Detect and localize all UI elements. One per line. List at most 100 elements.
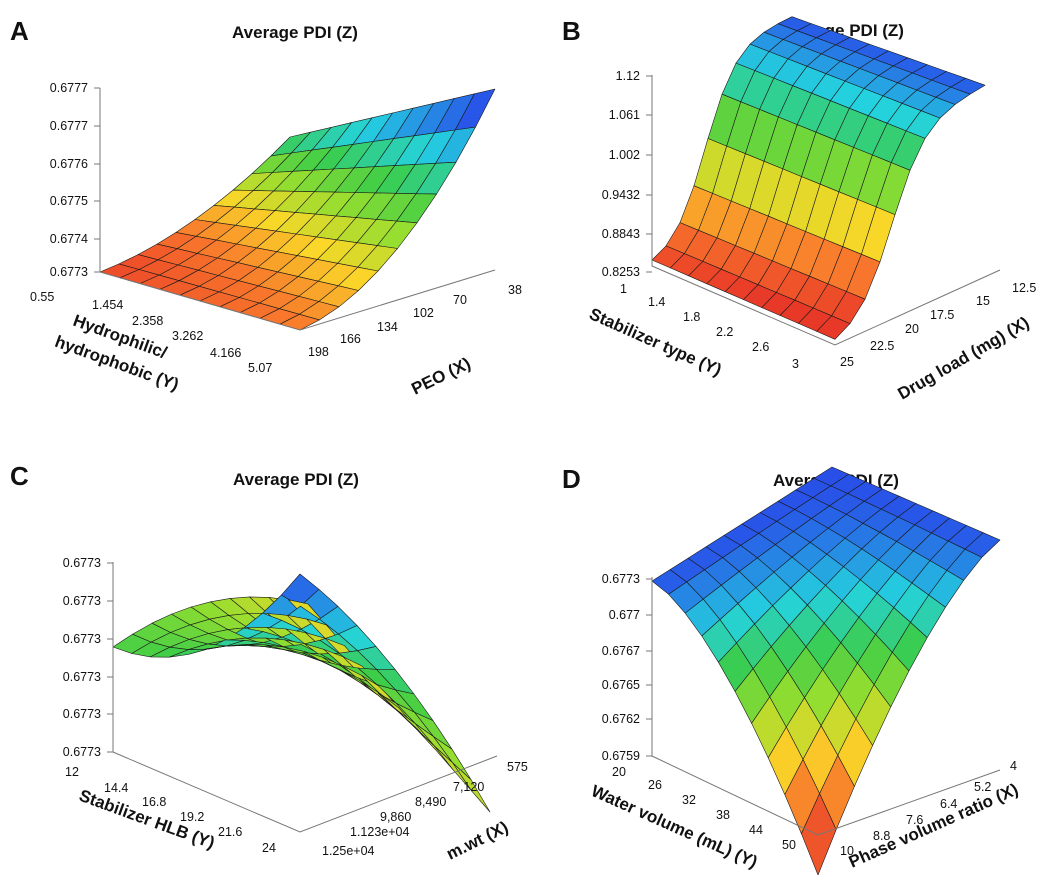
x-tick-label: 20 [905,322,919,336]
x-tick-labels: 198 166 134 102 70 38 [308,283,522,359]
x-tick-label: 7,120 [453,780,484,794]
z-tick-label: 0.6759 [602,749,640,763]
y-tick-labels: 0.55 1.454 2.358 3.262 4.166 5.07 [30,290,272,375]
x-tick-label: 166 [340,332,361,346]
y-tick-label: 26 [648,778,662,792]
y-tick-labels: 12 14.4 16.8 19.2 21.6 24 [65,765,276,855]
x-tick-label: 25 [840,355,854,369]
y-tick-label: 44 [749,823,763,837]
y-tick-label: 4.166 [210,346,241,360]
surface-cell [452,762,491,813]
y-tick-label: 32 [682,793,696,807]
z-tick-label: 1.002 [609,148,640,162]
chart-title: Average PDI (Z) [233,470,359,489]
x-tick-label: 1.123e+04 [350,825,409,839]
x-tick-label: 9,860 [380,810,411,824]
x-tick-label: 10 [840,844,854,858]
y-axis-label: Stabilizer type (Y) [586,304,724,379]
y-tick-label: 0.55 [30,290,54,304]
panel-d: D Average PDI (Z) 0.6759 0.6762 0.6765 0… [562,464,1021,875]
z-tick-label: 0.8843 [602,227,640,241]
z-tick-labels: 0.6759 0.6762 0.6765 0.6767 0.677 0.6773 [602,572,640,763]
z-tick-label: 0.6773 [63,670,101,684]
z-tick-label: 0.6777 [50,81,88,95]
x-tick-label: 134 [377,320,398,334]
z-tick-label: 0.6777 [50,119,88,133]
x-tick-label: 38 [508,283,522,297]
z-tick-label: 0.6776 [50,157,88,171]
y-tick-label: 3 [792,357,799,371]
y-tick-label: 1.4 [648,295,665,309]
surface-plot [651,466,1001,875]
z-tick-label: 0.6762 [602,712,640,726]
z-tick-label: 0.6773 [63,632,101,646]
z-tick-labels: 0.6773 0.6773 0.6773 0.6773 0.6773 0.677… [63,556,101,759]
y-tick-label: 1.8 [683,310,700,324]
panel-b: B Average PDI (Z) 0.8253 0.8843 0.9432 1… [562,16,1036,403]
panel-letter: B [562,16,581,46]
z-axis [651,577,1001,836]
x-tick-label: 1.25e+04 [322,844,375,858]
x-tick-label: 15 [976,294,990,308]
y-tick-label: 2.2 [716,325,733,339]
panel-a: A Average PDI (Z) 0.6773 0.6774 0.6775 0… [10,16,522,399]
panel-letter: C [10,461,29,491]
z-tick-label: 0.677 [609,608,640,622]
y-tick-label: 50 [782,838,796,852]
z-tick-label: 0.6774 [50,232,88,246]
x-tick-label: 5.2 [974,780,991,794]
x-axis-label: PEO (X) [408,354,473,399]
surface-cell [150,646,189,658]
z-tick-labels: 0.6773 0.6774 0.6775 0.6776 0.6777 0.677… [50,81,88,279]
y-tick-label: 1 [620,282,627,296]
x-tick-label: 198 [308,345,329,359]
y-tick-label: 21.6 [218,825,242,839]
x-tick-label: 70 [453,293,467,307]
y-tick-label: 19.2 [180,810,204,824]
x-tick-labels: 1.25e+04 1.123e+04 9,860 8,490 7,120 575 [322,760,528,858]
z-tick-label: 0.6773 [63,745,101,759]
surface-cell [816,315,851,340]
z-tick-label: 0.8253 [602,265,640,279]
y-tick-label: 38 [716,808,730,822]
y-tick-label: 2.358 [132,314,163,328]
x-tick-label: 8,490 [415,795,446,809]
surface-plot [112,573,491,813]
z-tick-label: 0.6773 [602,572,640,586]
x-tick-label: 8.8 [873,829,890,843]
y-tick-labels: 20 26 32 38 44 50 [612,765,796,852]
z-tick-label: 0.6765 [602,678,640,692]
z-axis [112,562,498,833]
y-tick-label: 12 [65,765,79,779]
chart-title: Average PDI (Z) [232,23,358,42]
z-tick-label: 0.6775 [50,194,88,208]
z-tick-label: 1.12 [616,69,640,83]
surface-plot [99,88,496,331]
y-tick-labels: 1 1.4 1.8 2.2 2.6 3 [620,282,799,371]
z-tick-label: 0.6767 [602,644,640,658]
x-tick-labels: 10 8.8 7.6 6.4 5.2 4 [840,759,1017,858]
z-tick-label: 0.6773 [50,265,88,279]
x-tick-label: 22.5 [870,339,894,353]
y-tick-label: 3.262 [172,329,203,343]
y-tick-label: 20 [612,765,626,779]
x-axis-label: m.wt (X) [443,818,511,864]
x-tick-label: 12.5 [1012,281,1036,295]
x-tick-label: 7.6 [906,813,923,827]
x-tick-label: 6.4 [940,797,957,811]
z-tick-label: 0.6773 [63,707,101,721]
z-axis [99,88,496,331]
y-tick-label: 16.8 [142,795,166,809]
z-axis [651,75,1001,346]
z-tick-label: 0.9432 [602,188,640,202]
y-tick-label: 14.4 [104,781,128,795]
y-tick-label: 5.07 [248,361,272,375]
z-tick-label: 0.6773 [63,594,101,608]
z-tick-label: 1.061 [609,108,640,122]
z-tick-labels: 0.8253 0.8843 0.9432 1.002 1.061 1.12 [602,69,640,279]
x-tick-label: 102 [413,306,434,320]
y-tick-label: 2.6 [752,340,769,354]
y-axis-label: Hydrophilic/ hydrophobic (Y) [52,307,190,394]
panel-letter: D [562,464,581,494]
x-tick-labels: 25 22.5 20 17.5 15 12.5 [840,281,1036,369]
